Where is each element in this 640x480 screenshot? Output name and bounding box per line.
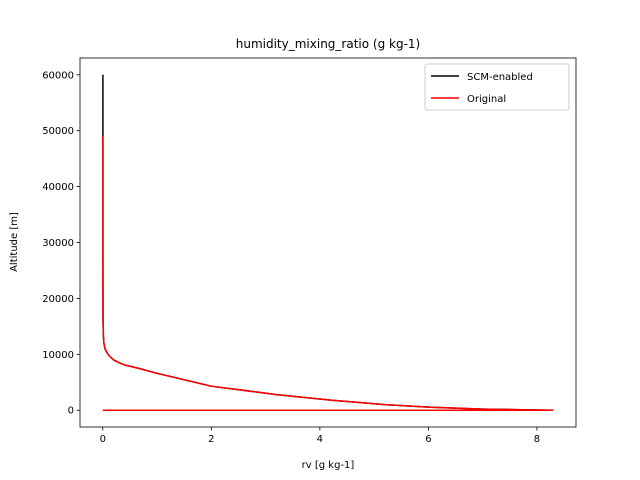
- y-tick-label: 0: [68, 406, 74, 417]
- legend: SCM-enabled Original: [424, 63, 570, 111]
- y-tick-label: 60000: [42, 70, 74, 81]
- x-tick-label: 2: [208, 434, 214, 445]
- legend-label-0: SCM-enabled: [467, 72, 533, 83]
- chart-title: humidity_mixing_ratio (g kg-1): [236, 37, 420, 51]
- x-axis: 0 2 4 6 8: [100, 427, 540, 445]
- y-tick-label: 10000: [42, 350, 74, 361]
- series-line-1: [102, 136, 554, 411]
- legend-label-1: Original: [467, 94, 506, 105]
- x-tick-label: 8: [534, 434, 540, 445]
- x-tick-label: 6: [425, 434, 431, 445]
- x-tick-label: 4: [317, 434, 323, 445]
- y-tick-label: 30000: [42, 238, 74, 249]
- y-axis: 0 10000 20000 30000 40000 50000 60000: [42, 70, 80, 417]
- y-axis-label: Altitude [m]: [9, 212, 20, 272]
- x-axis-label: rv [g kg-1]: [302, 460, 355, 471]
- y-tick-label: 20000: [42, 294, 74, 305]
- legend-box: [424, 63, 570, 111]
- y-tick-label: 40000: [42, 182, 74, 193]
- x-tick-label: 0: [100, 434, 106, 445]
- y-tick-label: 50000: [42, 126, 74, 137]
